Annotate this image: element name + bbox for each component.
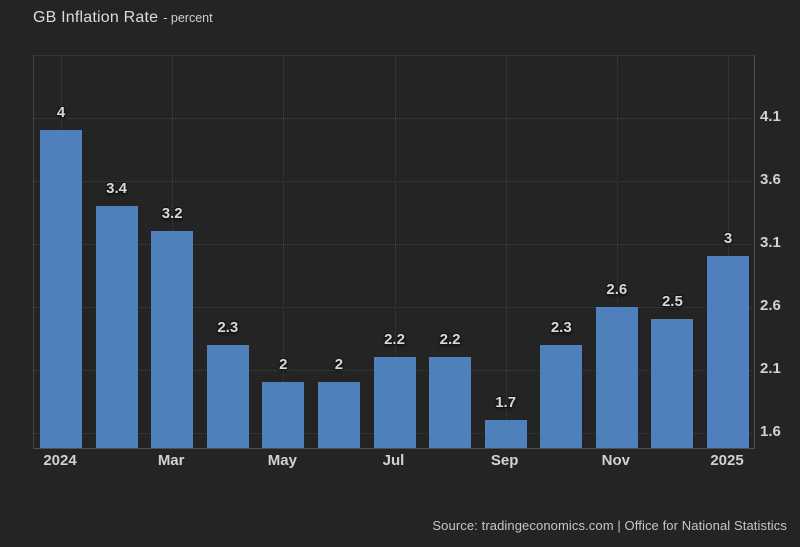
x-gridline bbox=[394, 56, 396, 448]
bar-value-label: 2.2 bbox=[439, 331, 461, 349]
bar-value-label: 4 bbox=[56, 104, 66, 122]
x-tick-label: 2024 bbox=[43, 452, 77, 469]
x-gridline bbox=[505, 56, 507, 448]
bar-value-label: 2 bbox=[334, 356, 344, 374]
plot-area: 4 3.4 3.2 2.3 2 2 2.2 2.2 1.7 2.3 2.6 2.5 3 bbox=[33, 55, 755, 449]
bar-value-label: 2 bbox=[279, 356, 288, 374]
x-gridline bbox=[728, 56, 729, 448]
y-tick-label: 2.1 bbox=[760, 359, 781, 377]
bar[interactable] bbox=[206, 344, 249, 448]
y-tick-label: 2.6 bbox=[760, 296, 781, 314]
bar[interactable] bbox=[95, 205, 138, 448]
x-gridline bbox=[283, 56, 285, 448]
y-tick-label: 3.1 bbox=[760, 233, 781, 251]
bar[interactable] bbox=[429, 357, 472, 448]
bar[interactable] bbox=[540, 344, 583, 448]
bar-value-label: 3.4 bbox=[106, 179, 127, 197]
bar[interactable] bbox=[595, 306, 638, 448]
x-tick-label: Nov bbox=[601, 452, 630, 469]
y-tick-label: 3.6 bbox=[760, 170, 781, 188]
bar[interactable] bbox=[373, 357, 416, 448]
x-tick-label: May bbox=[267, 452, 297, 469]
x-tick-label: Jul bbox=[382, 452, 405, 469]
y-tick-label: 1.6 bbox=[760, 422, 781, 440]
bar-value-label: 2.5 bbox=[661, 293, 683, 311]
y-gridline bbox=[34, 243, 754, 245]
bar-value-label: 3 bbox=[723, 230, 733, 248]
x-gridline bbox=[616, 56, 618, 448]
bar-value-label: 1.7 bbox=[495, 394, 517, 412]
bar-value-label: 2.3 bbox=[550, 318, 572, 336]
chart-header: GB Inflation Rate - percent bbox=[33, 9, 213, 27]
chart-title: GB Inflation Rate bbox=[33, 9, 159, 26]
y-tick-label: 4.1 bbox=[760, 107, 781, 125]
bar[interactable] bbox=[707, 256, 749, 448]
bar[interactable] bbox=[484, 420, 527, 448]
chart-subtitle: - percent bbox=[163, 11, 213, 25]
bar-value-label: 2.2 bbox=[384, 331, 405, 349]
bar[interactable] bbox=[262, 382, 305, 448]
y-gridline bbox=[34, 306, 754, 308]
x-tick-label: Mar bbox=[157, 452, 185, 469]
bar[interactable] bbox=[40, 130, 82, 448]
bar-value-label: 2.3 bbox=[217, 318, 239, 336]
bar[interactable] bbox=[651, 319, 694, 448]
x-tick-label: Sep bbox=[490, 452, 519, 469]
x-tick-label: 2025 bbox=[710, 452, 744, 469]
y-gridline bbox=[34, 180, 754, 182]
y-gridline bbox=[34, 117, 754, 119]
bar-value-label: 2.6 bbox=[606, 280, 628, 298]
bar[interactable] bbox=[151, 231, 194, 448]
source-attribution: Source: tradingeconomics.com | Office fo… bbox=[432, 518, 787, 533]
bar[interactable] bbox=[317, 382, 360, 448]
bar-value-label: 3.2 bbox=[161, 205, 183, 223]
